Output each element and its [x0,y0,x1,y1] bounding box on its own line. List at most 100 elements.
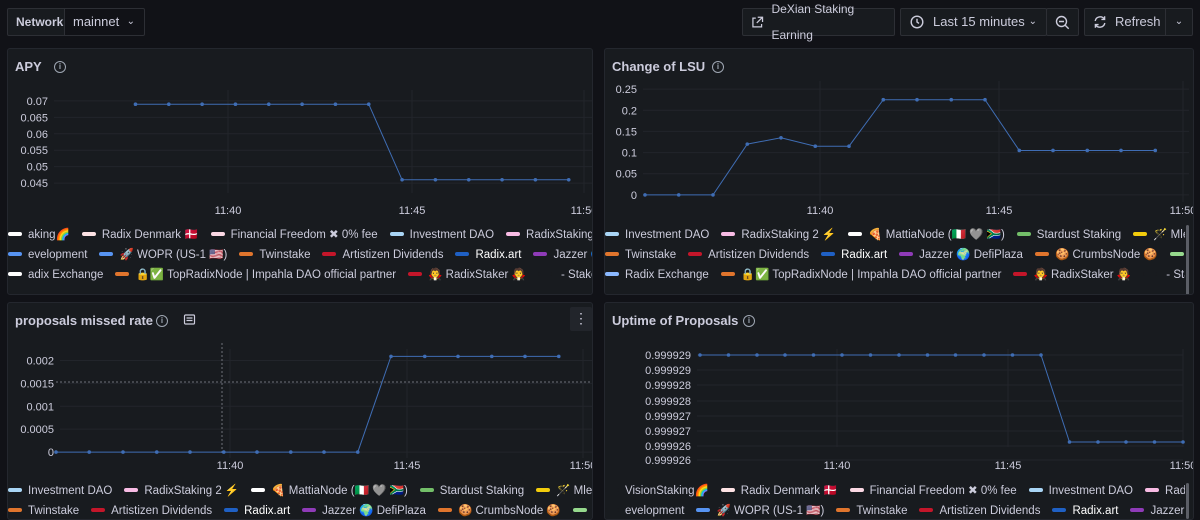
data-point[interactable] [523,354,527,359]
info-icon[interactable]: i [54,61,66,73]
info-icon[interactable]: i [156,315,168,327]
legend-item[interactable]: - Stake the vampire! [537,265,592,285]
data-point[interactable] [1067,440,1072,444]
data-point[interactable] [255,450,259,454]
legend-item[interactable]: Twinstake [605,245,676,265]
legend-item[interactable]: Investment DAO [1028,481,1133,501]
legend-item[interactable]: 🧛 RadixStaker 🧛 [1013,265,1131,285]
data-point[interactable] [1152,440,1157,444]
legend-item[interactable]: Twinstake [8,501,79,519]
data-point[interactable] [288,450,293,454]
data-point[interactable] [355,450,360,454]
legend-item[interactable]: Twinstake [239,245,310,265]
data-point[interactable] [643,193,647,197]
legend-scrollbar[interactable] [1186,225,1189,294]
data-point[interactable] [1181,440,1185,444]
legend-item[interactable]: Delphino [1169,245,1185,265]
data-point[interactable] [897,353,901,357]
data-point[interactable] [54,450,58,454]
legend-item[interactable]: evelopment [8,245,87,265]
data-point[interactable] [1039,353,1043,357]
legend-item[interactable]: Investment DAO [8,481,112,501]
legend-item[interactable]: Jazzer 🌍 DefiPlaza [533,245,592,265]
data-point[interactable] [1017,148,1022,153]
data-point[interactable] [1096,440,1100,444]
data-point[interactable] [389,354,393,359]
legend-item[interactable]: 🚀 WOPR (US-1 🇺🇸) [696,501,824,519]
data-point[interactable] [676,193,681,197]
info-icon[interactable]: i [743,315,755,327]
legend-item[interactable]: Radix.art [1052,501,1118,519]
info-icon[interactable]: i [712,61,724,73]
refresh-button[interactable]: Refresh [1084,8,1166,36]
data-point[interactable] [300,102,304,107]
legend-item[interactable]: adix Exchange [8,265,103,285]
data-point[interactable] [133,102,138,107]
legend-item[interactable]: Radix Denmark 🇩🇰 [720,481,838,501]
legend-item[interactable]: Radix.art [821,245,887,265]
legend-item[interactable]: RadixStaking 2 ⚡ [721,225,836,245]
legend-item[interactable]: Stardust Staking [1016,225,1121,245]
data-point[interactable] [745,142,750,146]
legend-item[interactable]: Jazzer 🌍 DefiPlaza [302,501,426,519]
data-point[interactable] [533,177,538,182]
data-point[interactable] [881,97,886,102]
legend-item[interactable]: Radix Exchange [605,265,709,285]
data-point[interactable] [811,353,816,357]
legend-item[interactable]: Radix Denmark 🇩🇰 [81,225,199,245]
legend-item[interactable]: - Stake the vamp [1143,265,1185,285]
legend-item[interactable]: 🍕 MattiaNode (🇮🇹 🩶 🇿🇦) [848,225,1005,245]
data-point[interactable] [755,353,759,357]
legend-item[interactable]: Artistizen Dividends [688,245,809,265]
data-point[interactable] [422,354,427,359]
data-point[interactable] [400,177,404,182]
data-point[interactable] [200,102,204,107]
network-select[interactable]: mainnet ⌄ [64,8,145,36]
data-point[interactable] [1119,148,1123,153]
legend-item[interactable]: Artistizen Dividends [322,245,443,265]
data-point[interactable] [188,450,192,454]
zoom-out-button[interactable] [1046,8,1079,36]
data-point[interactable] [711,193,715,197]
data-point[interactable] [1124,440,1128,444]
panel-menu-button[interactable]: ⋮ [570,307,592,331]
legend-item[interactable]: RadixStaking 2 ⚡ [124,481,239,501]
data-point[interactable] [953,353,958,357]
legend-item[interactable]: Artistizen Dividends [91,501,212,519]
data-point[interactable] [333,102,338,107]
legend-scrollbar[interactable] [1186,483,1189,519]
legend-item[interactable]: 🍪 CrumbsNode 🍪 [1034,245,1158,265]
legend-item[interactable]: Twinstake [836,501,907,519]
data-point[interactable] [813,144,818,149]
data-point[interactable] [915,97,919,102]
data-point[interactable] [489,354,494,359]
data-point[interactable] [949,97,954,102]
data-point[interactable] [167,102,171,107]
data-point[interactable] [868,353,873,357]
legend-item[interactable]: RadixStaking 2 ⚡ [1145,481,1185,501]
data-point[interactable] [783,353,787,357]
legend-item[interactable]: Jazzer 🌍 DefiPlaza [1130,501,1185,519]
legend-item[interactable]: 🪄 Mleekko Staki [1133,225,1185,245]
legend-item[interactable]: evelopment [605,501,684,519]
data-point[interactable] [121,450,125,454]
legend-item[interactable]: 🍪 CrumbsNode 🍪 [437,501,561,519]
data-point[interactable] [779,135,783,140]
data-point[interactable] [726,353,731,357]
data-point[interactable] [1010,353,1015,357]
data-point[interactable] [982,353,986,357]
legend-item[interactable]: Radix.art [455,245,521,265]
legend-item[interactable]: aking🌈 [8,225,70,245]
data-point[interactable] [698,353,702,357]
legend-item[interactable]: 🧛 RadixStaker 🧛 [408,265,526,285]
data-point[interactable] [233,102,238,107]
data-point[interactable] [433,177,438,182]
data-point[interactable] [983,97,987,102]
data-point[interactable] [1085,148,1090,153]
legend-item[interactable]: Investment DAO [389,225,494,245]
data-point[interactable] [840,353,844,357]
data-point[interactable] [221,450,226,454]
legend-item[interactable]: RadixStaking 2 ⚡ [506,225,592,245]
data-point[interactable] [466,177,471,182]
legend-item[interactable]: Delphino [572,501,592,519]
